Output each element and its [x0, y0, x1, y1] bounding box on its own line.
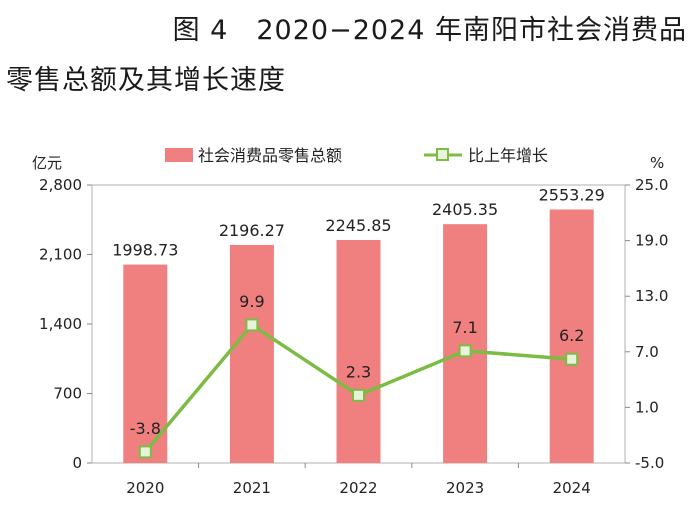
- growth-value-label: -3.8: [130, 419, 161, 438]
- growth-value-label: 7.1: [452, 318, 477, 337]
- bar-labels: 1998.73 2196.27 2245.85 2405.35 2553.29: [112, 185, 605, 259]
- y-left-tick-label: 0: [72, 454, 82, 472]
- x-tick-label: 2024: [553, 479, 591, 497]
- y-right-tick-label: 19.0: [635, 232, 668, 250]
- y-left-tick-label: 700: [53, 385, 82, 403]
- x-tick-label: 2023: [446, 479, 484, 497]
- growth-line: [138, 318, 579, 459]
- y-left-tick-label: 1,400: [39, 315, 82, 333]
- growth-marker-2022: [352, 388, 365, 402]
- bar-value-label: 2245.85: [325, 216, 391, 235]
- legend-bar-label: 社会消费品零售总额: [198, 146, 342, 165]
- y-left-unit: 亿元: [32, 154, 62, 172]
- y-left-tick-label: 2,800: [39, 176, 82, 194]
- bars: [123, 209, 594, 463]
- growth-value-label: 2.3: [346, 362, 371, 381]
- legend: 社会消费品零售总额 比上年增长: [165, 146, 548, 165]
- growth-marker-2024: [565, 352, 579, 366]
- x-tick-label: 2022: [339, 479, 377, 497]
- y-right-tick-label: 1.0: [635, 398, 659, 416]
- y-right-unit: %: [650, 154, 664, 172]
- y-right-tick-label: -5.0: [635, 454, 664, 472]
- bar-value-label: 2196.27: [219, 221, 285, 240]
- growth-marker-2020: [138, 445, 152, 459]
- bar-value-label: 2553.29: [539, 185, 605, 204]
- chart-title-line2: 零售总额及其增长速度: [6, 65, 286, 96]
- growth-value-label: 6.2: [559, 326, 584, 345]
- y-right-tick-label: 7.0: [635, 343, 659, 361]
- bar-2020: [123, 264, 168, 463]
- bar-value-label: 2405.35: [432, 200, 498, 219]
- growth-marker-2021: [245, 318, 259, 332]
- growth-labels: -3.8 9.9 2.3 7.1 6.2: [130, 292, 585, 438]
- bar-2022: [336, 240, 381, 463]
- y-right-tick-label: 13.0: [635, 287, 668, 305]
- legend-bar-swatch: [165, 148, 193, 162]
- legend-line-marker: [436, 148, 449, 161]
- x-tick-label: 2020: [126, 479, 164, 497]
- chart-title-line1: 图 4 2020−2024 年南阳市社会消费品: [172, 15, 687, 46]
- axes: 0 700 1,400 2,100 2,800 -5.0 1.0 7.0 13.0 19.0 25.…: [39, 176, 668, 497]
- bar-value-label: 1998.73: [112, 241, 178, 260]
- bar-2021: [229, 244, 274, 463]
- y-left-tick-label: 2,100: [39, 246, 82, 264]
- bar-2024: [549, 209, 594, 463]
- x-tick-label: 2021: [233, 479, 271, 497]
- bar-2023: [443, 224, 488, 463]
- growth-value-label: 9.9: [239, 292, 264, 311]
- legend-line-label: 比上年增长: [468, 146, 548, 165]
- growth-marker-2023: [458, 344, 472, 358]
- y-right-tick-label: 25.0: [635, 176, 668, 194]
